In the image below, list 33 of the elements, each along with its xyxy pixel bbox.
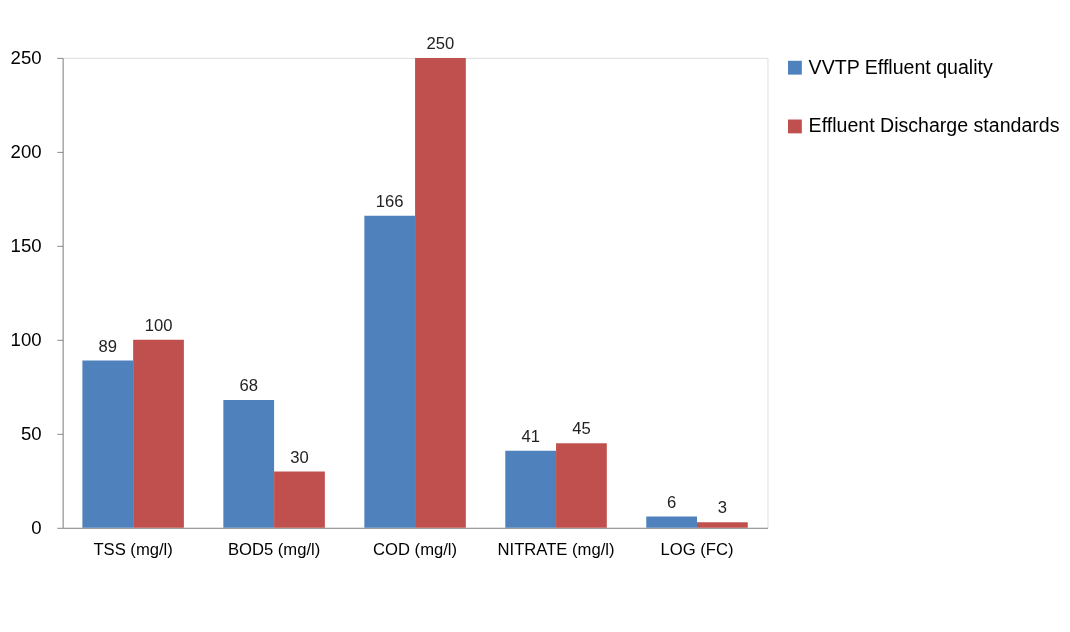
x-tick-label: TSS (mg/l)	[93, 539, 173, 559]
data-label: 100	[144, 316, 173, 336]
data-label: 166	[375, 191, 404, 211]
data-label: 45	[572, 419, 591, 439]
bar	[223, 400, 275, 528]
y-tick-label: 200	[10, 141, 42, 163]
legend-label: Effluent Discharge standards	[808, 114, 1060, 137]
bar	[505, 450, 557, 528]
data-label: 250	[426, 34, 455, 54]
bar	[364, 215, 416, 528]
data-label: 3	[717, 498, 728, 518]
bar	[646, 516, 698, 528]
legend-label: VVTP Effluent quality	[808, 55, 993, 78]
y-tick-label: 100	[10, 329, 42, 351]
bar	[133, 339, 184, 528]
data-label: 6	[667, 492, 677, 512]
data-label: 89	[98, 336, 118, 356]
y-tick-label: 50	[20, 423, 42, 445]
bar	[274, 471, 325, 528]
bar	[82, 360, 134, 528]
y-tick-label: 150	[10, 235, 42, 257]
bar	[697, 522, 748, 528]
bar	[415, 57, 466, 528]
x-tick-label: COD (mg/l)	[373, 539, 458, 559]
x-tick-label: NITRATE (mg/l)	[497, 539, 615, 559]
x-tick-label: LOG (FC)	[660, 539, 734, 559]
x-tick-label: BOD5 (mg/l)	[227, 539, 321, 559]
data-label: 41	[521, 426, 540, 446]
y-tick-label: 250	[10, 47, 42, 69]
data-label: 68	[239, 376, 258, 396]
bar	[556, 443, 607, 528]
y-tick-label: 0	[31, 517, 42, 539]
data-label: 30	[290, 447, 309, 467]
